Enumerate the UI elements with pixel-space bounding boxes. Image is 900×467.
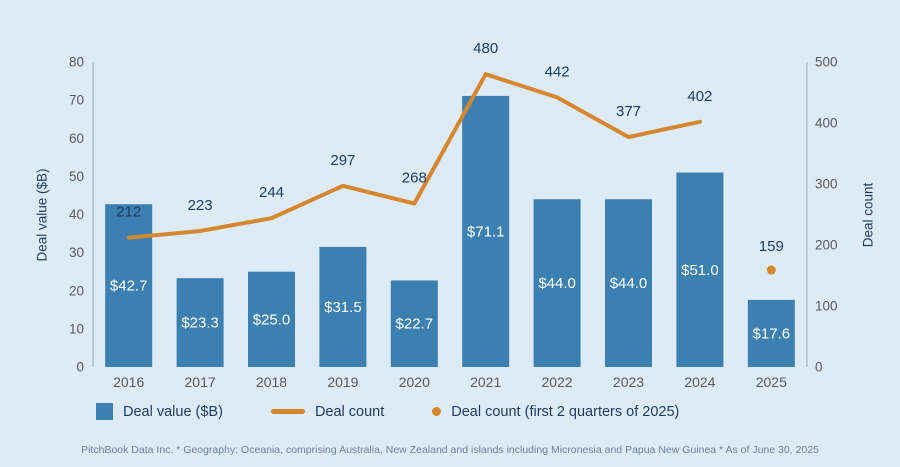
bar-value-label: $71.1 (467, 223, 505, 240)
x-axis-label: 2017 (185, 374, 216, 390)
right-axis-tick: 0 (815, 360, 823, 375)
x-axis-label: 2021 (470, 374, 501, 390)
legend-label-deal-count: Deal count (314, 403, 385, 420)
legend-label-deal-value: Deal value ($B) (123, 403, 223, 420)
bar-2023 (605, 199, 652, 367)
count-label: 297 (330, 152, 355, 169)
legend-label-deal-count-partial: Deal count (first 2 quarters of 2025) (451, 403, 680, 420)
dot-swatch-icon (432, 407, 442, 416)
left-axis-tick: 30 (69, 245, 84, 260)
deal-count-line (126, 72, 702, 240)
legend-item-deal-count: Deal count (270, 403, 385, 420)
bar-value-label: $44.0 (538, 275, 576, 292)
count-label: 402 (687, 88, 712, 105)
chart-svg: 0 10 20 30 40 50 60 70 80 0 100 200 300 400 500 $42.7 $2… (69, 40, 838, 390)
bar-value-label: $31.5 (324, 299, 362, 316)
count-label: 442 (545, 63, 570, 80)
bar-2024 (676, 172, 724, 367)
bar-2020 (390, 280, 438, 367)
bar-value-label: $22.7 (396, 316, 434, 333)
bar-value-label: $23.3 (181, 315, 219, 332)
bar-value-label: $25.0 (253, 311, 291, 328)
count-label: 244 (259, 184, 284, 201)
x-axis-label: 2022 (542, 374, 573, 390)
right-axis-tick: 200 (815, 238, 838, 253)
x-axis-label: 2016 (113, 374, 144, 390)
x-axis-label: 2019 (327, 374, 358, 390)
legend-item-deal-count-partial: Deal count (first 2 quarters of 2025) (432, 404, 679, 420)
right-axis-tick: 400 (815, 116, 838, 131)
count-label: 268 (402, 170, 427, 187)
count-label: 377 (616, 103, 641, 120)
bar-2016 (105, 204, 153, 367)
right-axis-title: Deal count (860, 182, 876, 248)
left-axis-tick: 50 (69, 169, 84, 184)
line-swatch-icon (270, 409, 305, 414)
legend: Deal value ($B) Deal count Deal count (f… (96, 403, 679, 420)
bar-swatch-icon (96, 403, 113, 420)
x-axis-label: 2023 (613, 374, 644, 390)
footnote: PitchBook Data Inc. * Geography: Oceania… (81, 444, 819, 456)
bar-2017 (176, 278, 224, 367)
count-label: 223 (188, 197, 213, 214)
left-axis-tick: 60 (69, 131, 84, 146)
bar-value-label: $44.0 (610, 275, 648, 292)
right-axis-tick: 500 (815, 55, 838, 70)
left-axis-tick: 0 (76, 360, 84, 375)
bar-2021 (462, 95, 510, 368)
count-label: 480 (473, 40, 498, 57)
partial-count-dot (766, 265, 776, 275)
x-axis-label: 2024 (684, 374, 715, 390)
bar-value-label: $17.6 (753, 325, 791, 342)
left-axis-tick: 10 (69, 321, 84, 336)
partial-count-label: 159 (759, 238, 784, 255)
bar-2025 (747, 299, 795, 367)
legend-item-deal-value: Deal value ($B) (96, 403, 223, 420)
left-axis-tick: 70 (69, 93, 84, 108)
left-axis-tick: 40 (69, 207, 84, 222)
right-axis-tick: 100 (815, 299, 838, 314)
x-axis-label: 2025 (756, 374, 787, 390)
bar-value-label: $51.0 (681, 262, 719, 279)
right-axis-tick: 300 (815, 177, 838, 192)
left-axis-tick: 80 (69, 55, 84, 70)
left-axis-title: Deal value ($B) (34, 168, 50, 262)
left-axis-tick: 20 (69, 283, 84, 298)
x-axis-label: 2020 (399, 374, 430, 390)
bar-value-label: $42.7 (110, 278, 148, 295)
bar-2022 (533, 199, 581, 367)
x-axis-label: 2018 (256, 374, 287, 390)
count-label: 212 (116, 204, 141, 221)
bar-2018 (248, 271, 295, 367)
bar-2019 (319, 246, 367, 367)
